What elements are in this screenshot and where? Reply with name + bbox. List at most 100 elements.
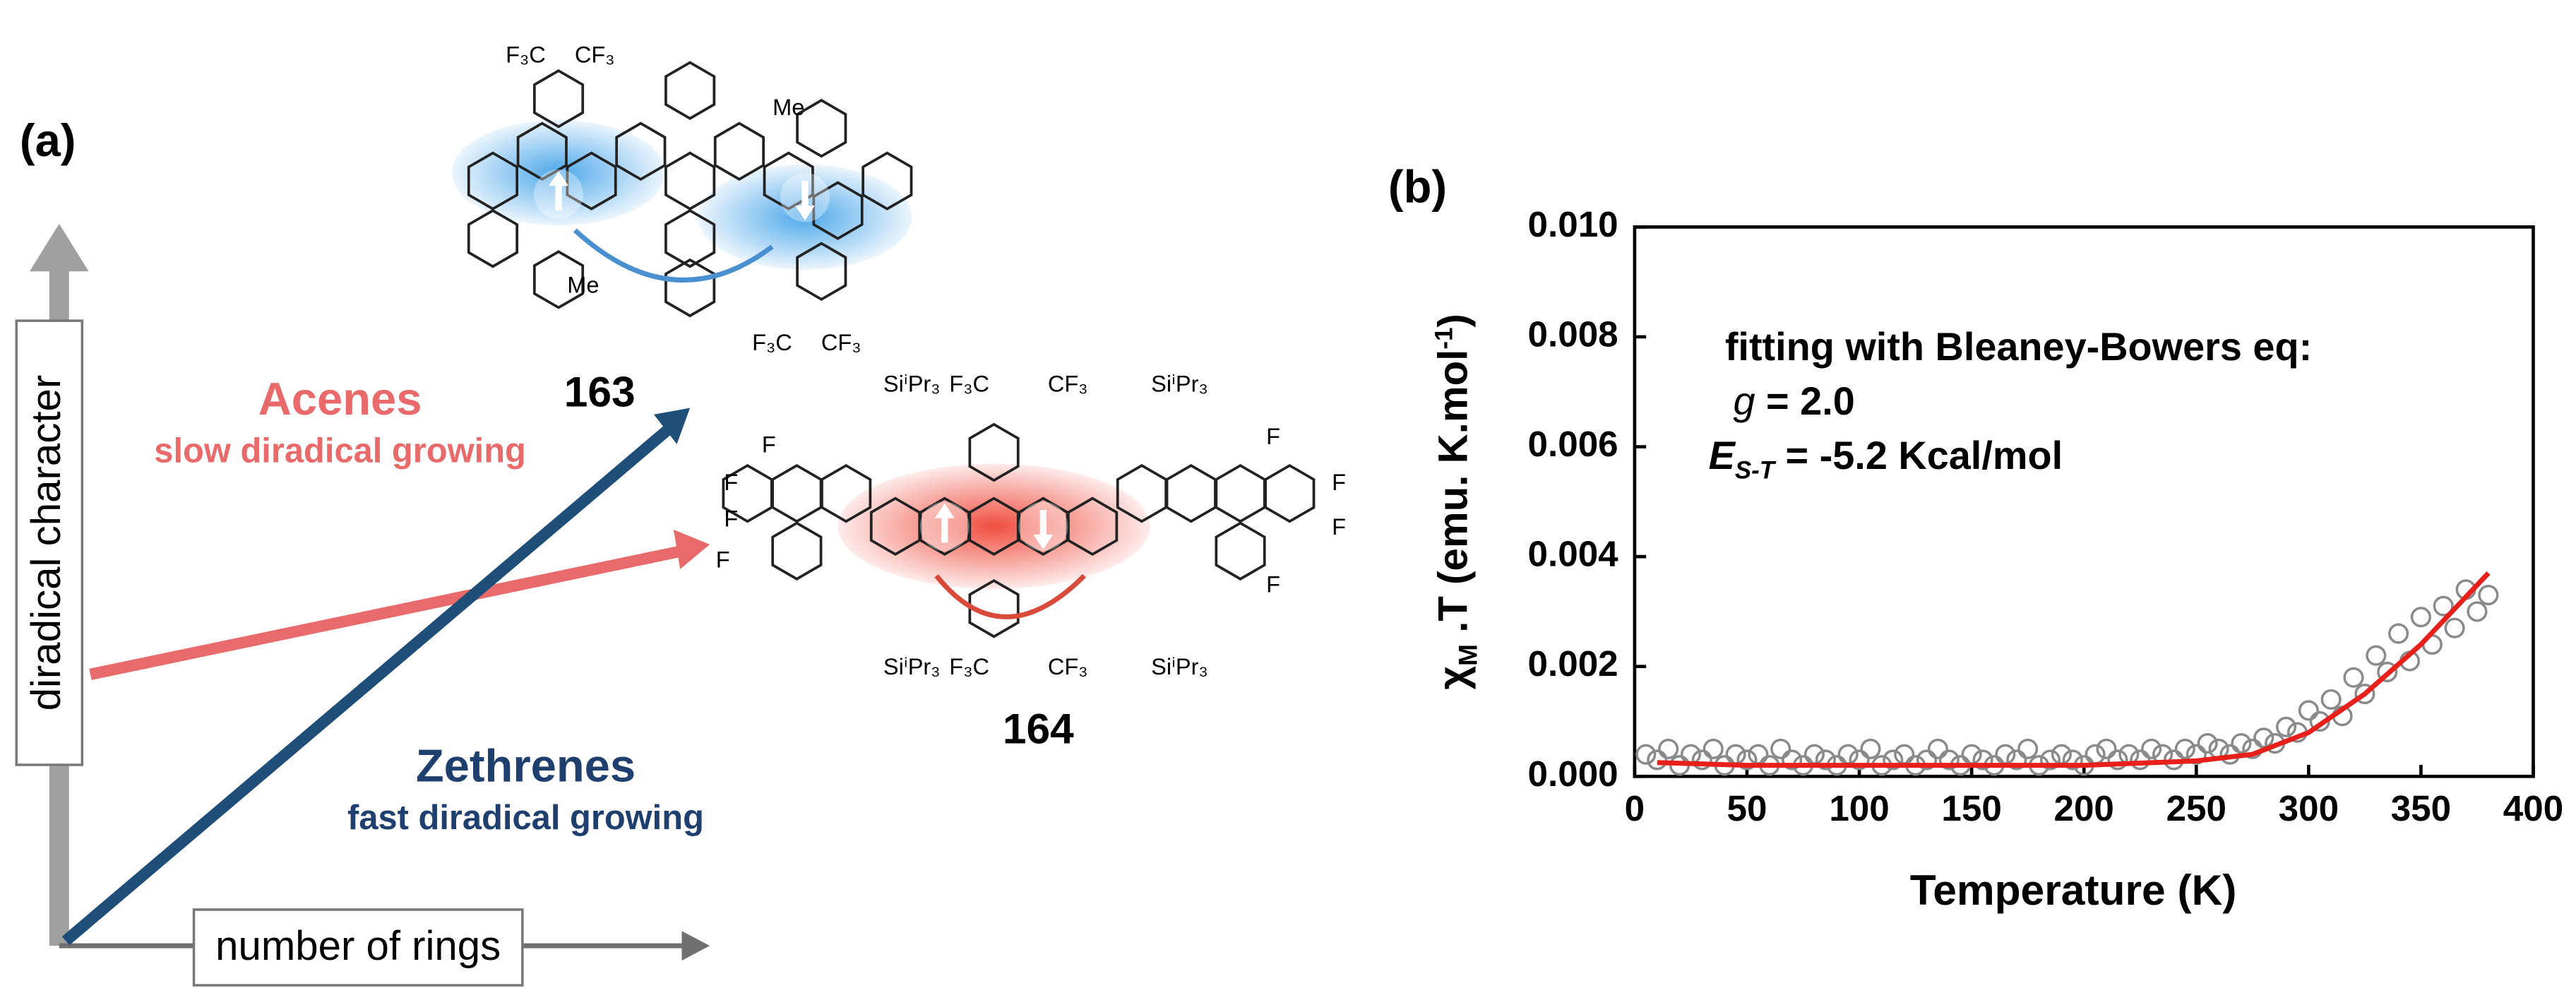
atom-label: Me <box>567 273 599 298</box>
data-point <box>1916 749 1938 771</box>
data-point <box>2039 749 2061 771</box>
ring <box>1264 463 1316 523</box>
y-tick-label: 0.002 <box>1528 643 1618 684</box>
ring <box>615 121 667 182</box>
x-tick-label: 300 <box>2279 788 2339 828</box>
data-point <box>1658 738 1679 759</box>
data-point <box>2366 645 2387 666</box>
data-point <box>2107 749 2128 771</box>
data-point <box>2197 733 2218 754</box>
atom-label: SiⁱPr₃ <box>883 654 941 679</box>
data-point <box>1972 749 1993 771</box>
x-tick-label: 200 <box>2054 788 2114 828</box>
ring <box>796 242 847 302</box>
data-point <box>2174 738 2195 759</box>
x-tick-label: 0 <box>1625 788 1645 828</box>
x-tick-label: 100 <box>1829 788 1889 828</box>
data-point <box>2276 716 2297 737</box>
ring <box>532 69 585 129</box>
ring <box>664 151 716 210</box>
data-point <box>1849 749 1870 771</box>
data-point <box>2118 744 2140 765</box>
data-point <box>2388 623 2409 644</box>
x-arrow-head <box>681 931 710 961</box>
atom-label: F <box>1266 571 1280 597</box>
x-axis-title: Temperature (K) <box>1910 866 2237 914</box>
ring <box>664 61 716 120</box>
data-point <box>2467 601 2488 622</box>
data-point <box>2062 749 2083 771</box>
ring <box>821 463 872 523</box>
ring <box>467 208 519 268</box>
atom-label: SiⁱPr₃ <box>1151 371 1208 396</box>
transfer-arrow <box>934 573 1086 619</box>
atom-label: F <box>724 506 738 531</box>
data-point <box>1815 749 1836 771</box>
g-symbol: g <box>1733 379 1755 423</box>
fit-line <box>1657 571 2491 768</box>
molecule-number: 164 <box>1003 705 1074 753</box>
spin-arrow-head <box>549 171 568 186</box>
spin-arrow-head <box>934 503 955 518</box>
acenes-arrow-head <box>673 529 710 569</box>
x-tick-label: 350 <box>2391 788 2451 828</box>
data-point <box>1647 749 1668 771</box>
data-point <box>1635 744 1657 765</box>
data-point <box>1725 744 1746 765</box>
ring <box>566 151 617 210</box>
data-point <box>1995 744 2016 765</box>
ylabel-sup: -1 <box>1431 328 1458 350</box>
data-point <box>2096 738 2117 759</box>
ylabel-symbol: χ <box>1431 665 1477 689</box>
ylabel-end: ) <box>1431 314 1477 327</box>
y-tick-label: 0.004 <box>1528 534 1619 574</box>
data-point <box>2017 738 2039 759</box>
acenes-subtitle: slow diradical growing <box>154 432 526 470</box>
data-point <box>2298 700 2319 721</box>
ring <box>1215 463 1266 523</box>
data-point <box>2006 749 2027 771</box>
annotation: ES-T = -5.2 Kcal/mol <box>1709 433 2063 484</box>
atom-label: F <box>724 470 738 495</box>
ring <box>467 151 519 210</box>
data-point <box>2253 727 2274 749</box>
g-value: = 2.0 <box>1755 379 1855 423</box>
ring <box>968 578 1020 638</box>
ring <box>968 422 1020 482</box>
transfer-arrow <box>573 228 774 283</box>
data-point <box>1782 749 1803 771</box>
ring <box>861 151 913 210</box>
annotation: fitting with Bleaney-Bowers eq: <box>1725 324 2312 369</box>
data-point <box>1837 744 1859 765</box>
data-point <box>1938 749 1960 771</box>
y-tick-label: 0.010 <box>1528 204 1618 244</box>
atom-label: CF₃ <box>1048 654 1088 679</box>
data-point <box>1691 749 1712 771</box>
y-tick-label: 0.000 <box>1528 754 1618 794</box>
data-point <box>1770 738 1791 759</box>
atom-label: CF₃ <box>821 330 861 355</box>
data-point <box>1803 744 1825 765</box>
ylabel-main: .T (emu. K.mol <box>1431 350 1477 644</box>
ring <box>532 250 585 309</box>
ring <box>812 181 864 240</box>
atom-label: F <box>762 432 776 457</box>
ring <box>771 463 823 523</box>
spin-glow <box>837 463 1150 589</box>
atom-label: F <box>716 547 730 572</box>
ring <box>1215 521 1266 581</box>
data-point <box>2130 749 2151 771</box>
spin-arrow-head <box>1033 534 1054 549</box>
y-tick-label: 0.006 <box>1528 424 1618 464</box>
acenes-arrow <box>89 545 684 680</box>
data-point <box>2085 744 2106 765</box>
zethrenes-subtitle: fast diradical growing <box>347 799 704 837</box>
data-point <box>1894 744 1915 765</box>
atom-label: F₃C <box>949 371 989 396</box>
plot: 0.000 0.002 0.004 0.006 0.008 0.010 0 50 100 150 2… <box>1528 204 2564 828</box>
atom-label: F₃C <box>752 330 792 355</box>
data-point <box>1883 749 1904 771</box>
zethrenes-title: Zethrenes <box>416 739 636 791</box>
data-point <box>2051 744 2072 765</box>
